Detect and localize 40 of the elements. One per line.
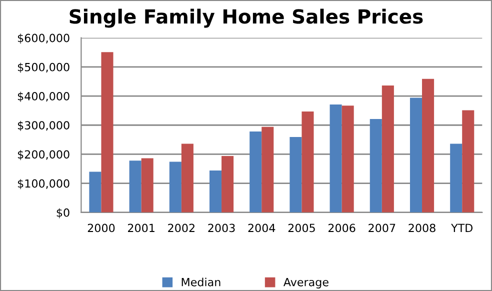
x-tick-label: 2003 xyxy=(208,224,235,232)
bar xyxy=(450,144,462,212)
y-tick-label: $600,000 xyxy=(18,34,70,44)
bar xyxy=(370,119,382,212)
bar xyxy=(422,78,434,212)
legend-label: Median xyxy=(182,278,220,286)
bar xyxy=(129,160,142,212)
y-tick-label: $300,000 xyxy=(18,120,70,131)
x-tick-label: 2002 xyxy=(168,224,194,232)
bar xyxy=(209,170,222,212)
chart-title: Single Family Home Sales Prices xyxy=(70,8,423,28)
bar xyxy=(462,110,474,212)
bar xyxy=(250,132,262,212)
bar xyxy=(330,104,342,212)
y-tick-label: $500,000 xyxy=(18,62,70,73)
bar xyxy=(141,158,154,212)
y-tick-label: $400,000 xyxy=(18,92,70,102)
legend-label: Average xyxy=(283,278,328,288)
x-tick-label: YTD xyxy=(451,224,473,232)
bar xyxy=(302,111,314,212)
x-tick-label: 2001 xyxy=(128,224,154,232)
bar xyxy=(222,156,234,212)
x-tick-label: 2007 xyxy=(368,224,396,232)
bar xyxy=(181,144,194,212)
x-tick-label: 2005 xyxy=(288,224,315,232)
y-tick-label: $100,000 xyxy=(18,179,70,190)
bar xyxy=(290,137,302,212)
x-tick-label: 2008 xyxy=(408,224,436,232)
bar xyxy=(410,98,422,212)
bar xyxy=(262,126,274,212)
x-tick-label: 2006 xyxy=(328,224,356,232)
y-tick-label: $0 xyxy=(56,208,70,218)
bar xyxy=(89,172,102,212)
bar xyxy=(101,52,114,212)
x-tick-label: 2000 xyxy=(88,224,115,232)
y-tick-label: $200,000 xyxy=(18,150,70,160)
bar xyxy=(169,162,182,212)
bar xyxy=(382,86,394,212)
bar xyxy=(342,106,354,212)
x-tick-label: 2004 xyxy=(248,224,276,232)
